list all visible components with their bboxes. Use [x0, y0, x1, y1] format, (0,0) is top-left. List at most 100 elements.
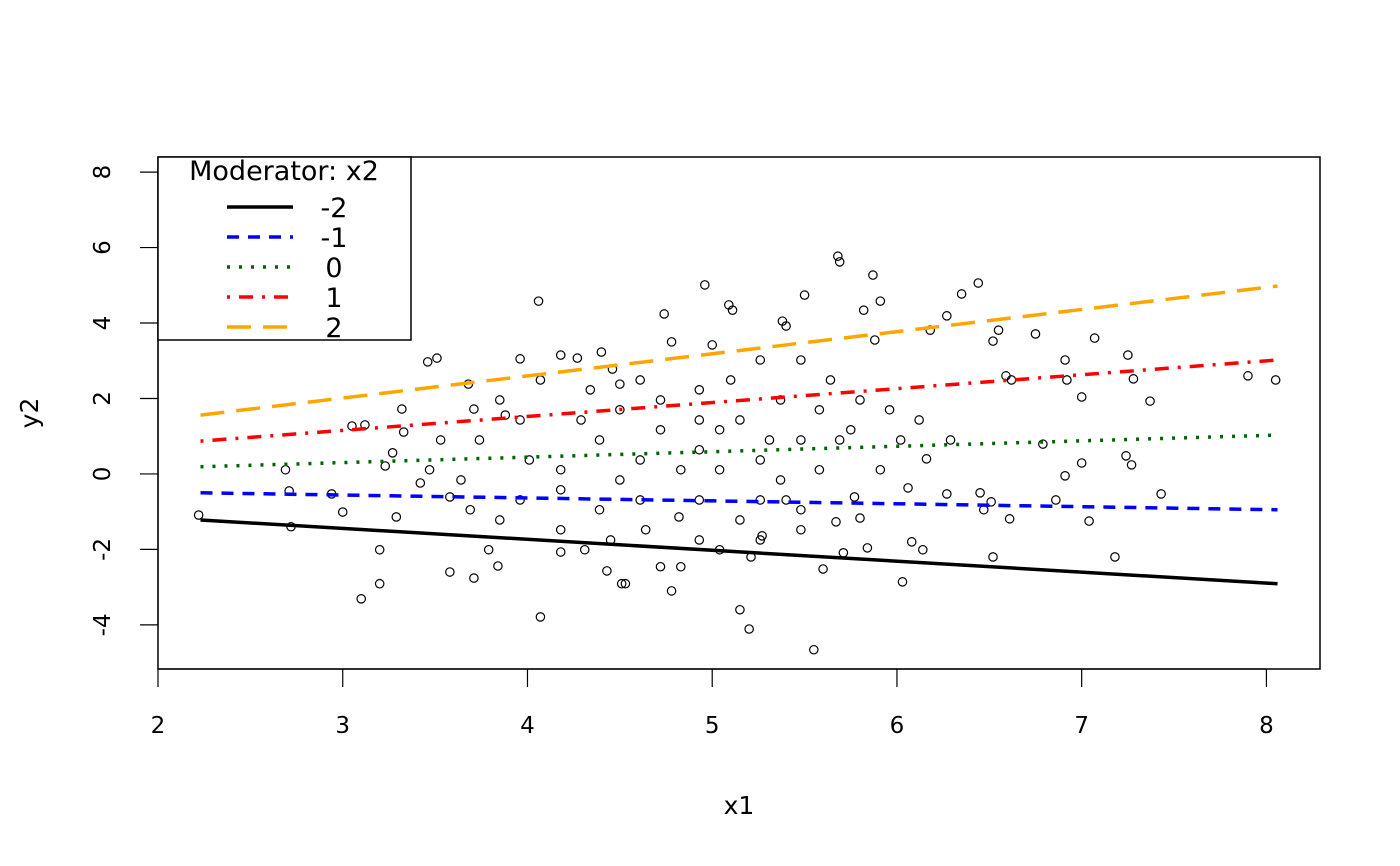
data-point	[415, 478, 426, 488]
data-point	[1121, 451, 1131, 461]
data-point	[1156, 489, 1166, 499]
data-point	[615, 475, 625, 485]
data-point	[594, 435, 605, 445]
data-point	[755, 355, 766, 365]
data-point	[781, 321, 791, 331]
data-point	[942, 489, 952, 499]
legend-label: -2	[321, 193, 348, 224]
data-point	[875, 464, 886, 475]
data-point	[615, 379, 625, 389]
data-point	[374, 544, 385, 555]
data-point	[993, 325, 1004, 335]
data-point	[655, 395, 666, 405]
data-point	[1145, 396, 1155, 406]
data-point	[445, 567, 455, 577]
x-tick-label: 3	[335, 713, 350, 739]
data-point	[1060, 471, 1070, 481]
y-tick-label: -2	[90, 538, 116, 561]
data-point	[515, 415, 525, 425]
x-tick-label: 7	[1074, 713, 1089, 739]
x-tick-label: 8	[1259, 713, 1274, 739]
data-point	[1270, 375, 1281, 385]
legend-label: -1	[321, 223, 348, 254]
y-tick-label: 2	[90, 391, 116, 406]
data-point	[655, 561, 666, 572]
data-point	[635, 455, 645, 465]
data-point	[435, 435, 446, 445]
data-point	[834, 435, 845, 445]
x-tick-label: 6	[890, 713, 905, 739]
legend-title: Moderator: x2	[189, 156, 379, 187]
data-point	[986, 497, 996, 507]
data-point	[862, 543, 873, 553]
data-point	[424, 464, 435, 475]
data-point	[714, 424, 725, 435]
regression-line-0	[200, 433, 1278, 469]
data-point	[555, 547, 566, 557]
data-point	[781, 495, 791, 505]
data-point	[337, 507, 348, 517]
data-point	[483, 544, 494, 555]
data-point	[572, 353, 583, 363]
data-point	[398, 427, 409, 437]
data-point	[858, 305, 869, 315]
data-point	[921, 454, 932, 464]
data-point	[555, 484, 566, 495]
data-point	[735, 415, 745, 425]
data-point	[596, 347, 607, 357]
data-point	[1243, 371, 1253, 381]
data-point	[422, 357, 433, 367]
data-point	[535, 375, 546, 385]
data-point	[659, 309, 669, 319]
data-point	[666, 337, 677, 347]
data-point	[838, 547, 849, 558]
data-point	[897, 577, 908, 587]
data-point	[594, 504, 605, 515]
data-point	[903, 483, 913, 493]
data-point	[845, 424, 856, 435]
data-point	[809, 644, 819, 655]
data-point	[666, 586, 677, 596]
data-point	[796, 435, 806, 445]
data-point	[347, 421, 357, 431]
x-tick-label: 2	[151, 713, 166, 739]
data-point	[280, 464, 291, 475]
data-point	[1126, 460, 1137, 470]
regression-line--2	[200, 518, 1278, 586]
data-point	[640, 524, 651, 535]
data-point	[579, 544, 590, 555]
data-point	[674, 512, 684, 522]
data-point	[814, 404, 825, 415]
scatter-points	[193, 251, 1281, 655]
data-point	[655, 424, 666, 435]
data-point	[615, 404, 625, 415]
data-point	[906, 537, 917, 547]
data-point	[700, 280, 710, 290]
data-point	[833, 251, 843, 262]
data-point	[799, 290, 810, 300]
x-axis: 2 3 4 5 6 7 8	[151, 668, 1274, 739]
data-point	[456, 475, 466, 485]
data-point	[1062, 375, 1072, 385]
x-axis-title: x1	[724, 791, 755, 820]
y-tick-label: 6	[90, 240, 116, 255]
data-point	[825, 375, 836, 385]
data-point	[755, 455, 766, 465]
data-point	[796, 355, 806, 365]
data-point	[744, 624, 754, 634]
data-point	[914, 415, 924, 425]
data-point	[494, 515, 505, 525]
data-point	[945, 435, 956, 445]
data-point	[707, 340, 718, 350]
data-point	[555, 350, 566, 360]
regression-lines	[200, 284, 1278, 586]
data-point	[1076, 392, 1087, 402]
data-point	[620, 578, 631, 589]
data-point	[918, 544, 928, 555]
data-point	[555, 464, 566, 475]
data-point	[694, 384, 705, 395]
data-point	[585, 384, 596, 395]
data-point	[855, 513, 865, 523]
